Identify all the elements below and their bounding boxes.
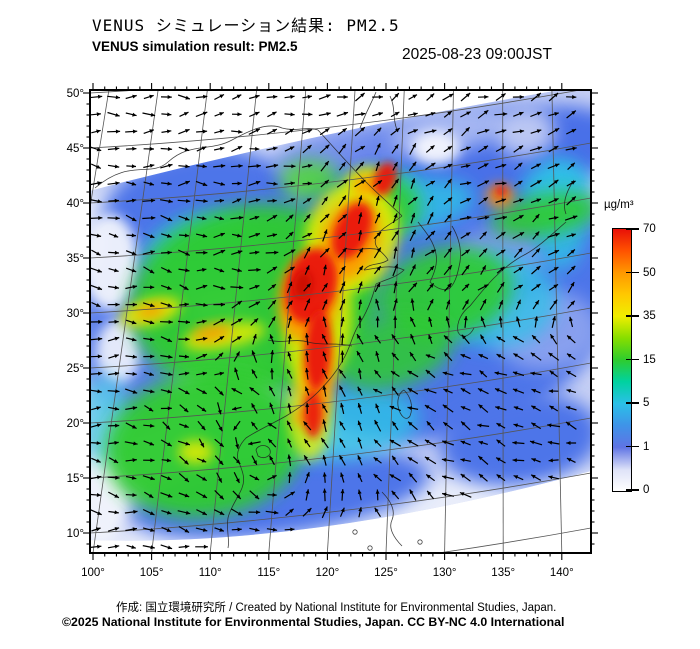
colorbar-tick — [626, 315, 639, 317]
lat-tick-label: 50° — [67, 88, 84, 100]
lon-tick-label: 110° — [199, 567, 222, 579]
title-japanese: VENUS シミュレーション結果: PM2.5 — [92, 16, 400, 35]
title-english: VENUS simulation result: PM2.5 — [92, 39, 298, 54]
concentration-field — [90, 90, 591, 541]
colorbar-tick-label: 35 — [643, 310, 656, 322]
lat-tick-label: 10° — [67, 528, 84, 540]
colorbar-tick-label: 1 — [643, 440, 650, 453]
map-frame — [89, 89, 592, 554]
lat-tick-label: 15° — [67, 473, 84, 485]
lon-tick-label: 120° — [316, 567, 340, 579]
coastlines — [94, 91, 575, 551]
colorbar: 70 50 35 15 5 1 0 — [612, 223, 656, 496]
lat-tick-label: 45° — [67, 143, 84, 155]
colorbar-tick — [626, 358, 639, 361]
colorbar-tick — [626, 402, 639, 404]
colorbar-tick — [626, 271, 639, 274]
lat-tick-label: 40° — [67, 198, 84, 210]
colorbar-tick-label: 0 — [643, 484, 650, 496]
credit-line: 作成: 国立環境研究所 / Created by National Instit… — [116, 602, 557, 614]
colorbar-tick — [626, 445, 639, 448]
lat-tick-label: 25° — [67, 363, 84, 375]
colorbar-tick-label: 50 — [643, 266, 656, 279]
colorbar-gradient — [613, 229, 631, 491]
colorbar-tick-label: 70 — [643, 223, 656, 235]
colorbar-tick — [626, 489, 639, 491]
lon-tick-label: 140° — [550, 567, 574, 579]
colorbar-unit-label: µg/m³ — [604, 199, 634, 211]
lon-tick-label: 100° — [81, 567, 105, 579]
lon-tick-label: 130° — [433, 567, 457, 579]
lat-tick-label: 20° — [67, 418, 84, 430]
colorbar-tick — [626, 228, 639, 230]
lon-tick-label: 135° — [491, 567, 515, 579]
timestamp: 2025-08-23 09:00JST — [402, 46, 552, 63]
lon-tick-label: 125° — [374, 567, 398, 579]
lat-tick-label: 30° — [67, 308, 84, 320]
lon-tick-label: 105° — [140, 567, 164, 579]
colorbar-tick-label: 15 — [643, 353, 656, 366]
lon-tick-label: 115° — [257, 567, 280, 579]
colorbar-tick-label: 5 — [643, 397, 650, 409]
wind-vectors — [90, 92, 578, 550]
license-line: ©2025 National Institute for Environment… — [62, 615, 565, 629]
lat-tick-label: 35° — [67, 253, 84, 265]
axis-ticks — [83, 83, 598, 560]
